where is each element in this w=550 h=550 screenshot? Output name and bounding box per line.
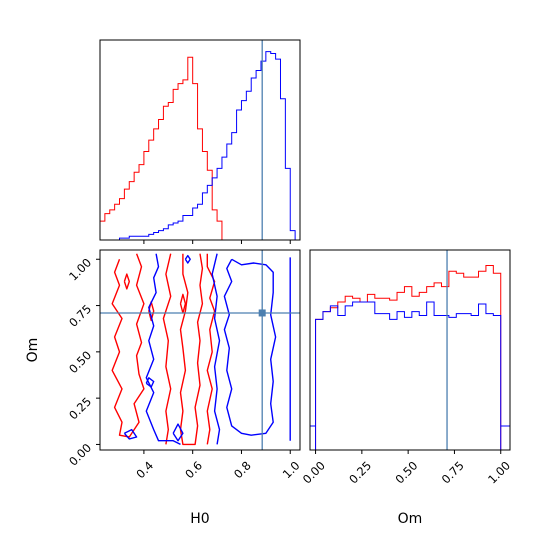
contour-line-3 <box>179 253 204 446</box>
h0-histogram-panel <box>99 39 301 244</box>
contour-line-4 <box>123 273 131 290</box>
contour-xtick-label-2: 0.8 <box>231 458 254 481</box>
om-axis-label-bottom: Om <box>398 511 423 527</box>
contour-line-13 <box>172 423 184 442</box>
contour-frame <box>99 249 301 451</box>
contour-line-8 <box>223 258 277 436</box>
h0-om-contour-panel: 0.4 0.6 0.8 1.0 0.00 0.25 0.50 0.75 1.00 H0 Om <box>25 249 303 527</box>
contour-line-12 <box>123 428 138 440</box>
om-xtick-label-2: 0.50 <box>392 458 420 486</box>
om-xtick-label-4: 1.00 <box>485 458 513 486</box>
contour-xtick-label-1: 0.6 <box>182 458 205 481</box>
contour-line-11 <box>145 377 155 388</box>
contour-line-6 <box>179 293 187 314</box>
contour-ytick-label-4: 1.00 <box>66 255 94 283</box>
om-xtick-label-0: 0.00 <box>300 458 328 486</box>
om-histogram-panel: 0.00 0.25 0.50 0.75 1.00 Om <box>300 249 513 527</box>
contour-xtick-label-0: 0.4 <box>133 458 156 481</box>
contour-ytick-label-0: 0.00 <box>66 441 94 469</box>
om-hist-series-0 <box>315 265 502 450</box>
contour-plot-area <box>100 250 300 450</box>
h0-hist-frame <box>99 39 301 241</box>
contour-line-0 <box>111 253 145 438</box>
contour-xtick-label-3: 1.0 <box>280 458 303 481</box>
contour-ytick-label-2: 0.50 <box>66 348 94 376</box>
h0-hist-series-1 <box>100 51 300 240</box>
om-axis-label-left: Om <box>25 338 41 363</box>
h0-hist-series-0 <box>100 56 227 240</box>
om-hist-frame <box>309 249 511 451</box>
contour-line-7 <box>145 253 181 446</box>
om-xtick-label-1: 0.25 <box>346 458 374 486</box>
om-hist-plot-area <box>310 250 510 450</box>
om-hist-series-1 <box>315 301 502 450</box>
contour-ytick-label-3: 0.75 <box>66 302 94 330</box>
h0-axis-label: H0 <box>190 511 209 527</box>
contour-ytick-label-1: 0.25 <box>66 394 94 422</box>
om-xtick-label-3: 0.75 <box>439 458 467 486</box>
contour-line-9 <box>211 253 221 445</box>
contour-truth-marker <box>258 309 266 317</box>
contour-line-14 <box>184 254 191 264</box>
h0-hist-plot-area <box>100 40 300 240</box>
contour-line-1 <box>162 253 172 445</box>
